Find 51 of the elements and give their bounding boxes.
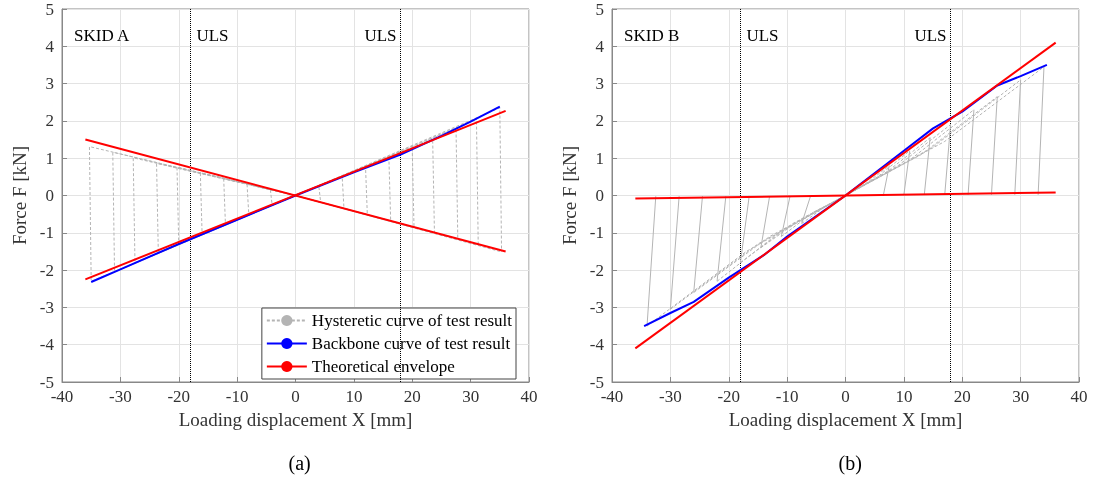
x-tick-label: -10: [225, 387, 249, 406]
x-tick-label: 40: [1070, 387, 1088, 406]
y-tick-label: -1: [39, 223, 54, 243]
text: (a): [288, 452, 311, 475]
x-tick-label: 10: [345, 387, 363, 406]
x-tick-label: -20: [717, 387, 741, 406]
y-tick-label: 1: [595, 148, 604, 168]
y-tick-label: 3: [45, 74, 54, 94]
ref-line-label: ULS: [196, 26, 229, 45]
legend-label: Backbone curve of test result: [311, 334, 511, 353]
y-tick-label: -2: [39, 260, 54, 280]
text: (b): [838, 452, 862, 475]
x-tick-label: 40: [520, 387, 538, 406]
y-tick-label: 0: [595, 186, 604, 205]
x-tick-label: 0: [841, 387, 850, 406]
y-axis-title: Force F [kN]: [8, 145, 30, 246]
y-axis-title: Force F [kN]: [558, 145, 580, 246]
x-tick-label: -30: [659, 387, 682, 406]
y-tick-label: 0: [45, 186, 54, 205]
y-tick-label: -3: [589, 297, 604, 317]
y-tick-label: 4: [45, 36, 55, 56]
ref-line-label: ULS: [914, 26, 947, 45]
y-tick-label: -4: [589, 335, 605, 355]
y-tick-label: 1: [45, 148, 54, 168]
x-tick-label: 20: [953, 387, 971, 406]
y-tick-label: 5: [595, 0, 604, 19]
x-tick-label: 20: [403, 387, 421, 406]
x-tick-label: -30: [109, 387, 132, 406]
y-tick-label: 2: [45, 111, 54, 131]
y-tick-label: 2: [595, 111, 604, 131]
x-tick-label: -10: [775, 387, 799, 406]
x-tick-label: 30: [1012, 387, 1030, 406]
y-tick-label: -1: [589, 223, 604, 243]
annotation: SKID A: [74, 26, 130, 45]
x-tick-label: 30: [462, 387, 480, 406]
y-tick-label: 5: [45, 0, 54, 19]
x-tick-label: 0: [291, 387, 300, 406]
y-tick-label: 4: [595, 36, 605, 56]
y-tick-label: -2: [589, 260, 604, 280]
x-tick-label: 10: [895, 387, 913, 406]
y-tick-label: -3: [39, 297, 54, 317]
legend-label: Theoretical envelope: [311, 357, 455, 376]
x-tick-label: -20: [167, 387, 191, 406]
annotation: SKID B: [624, 26, 680, 45]
y-tick-label: -4: [39, 335, 55, 355]
legend-label: Hysteretic curve of test result: [311, 311, 513, 330]
x-axis-title: Loading displacement X [mm]: [178, 408, 413, 430]
x-axis-title: Loading displacement X [mm]: [728, 408, 963, 430]
y-tick-label: 3: [595, 74, 604, 94]
ref-line-label: ULS: [364, 26, 397, 45]
ref-line-label: ULS: [746, 26, 779, 45]
